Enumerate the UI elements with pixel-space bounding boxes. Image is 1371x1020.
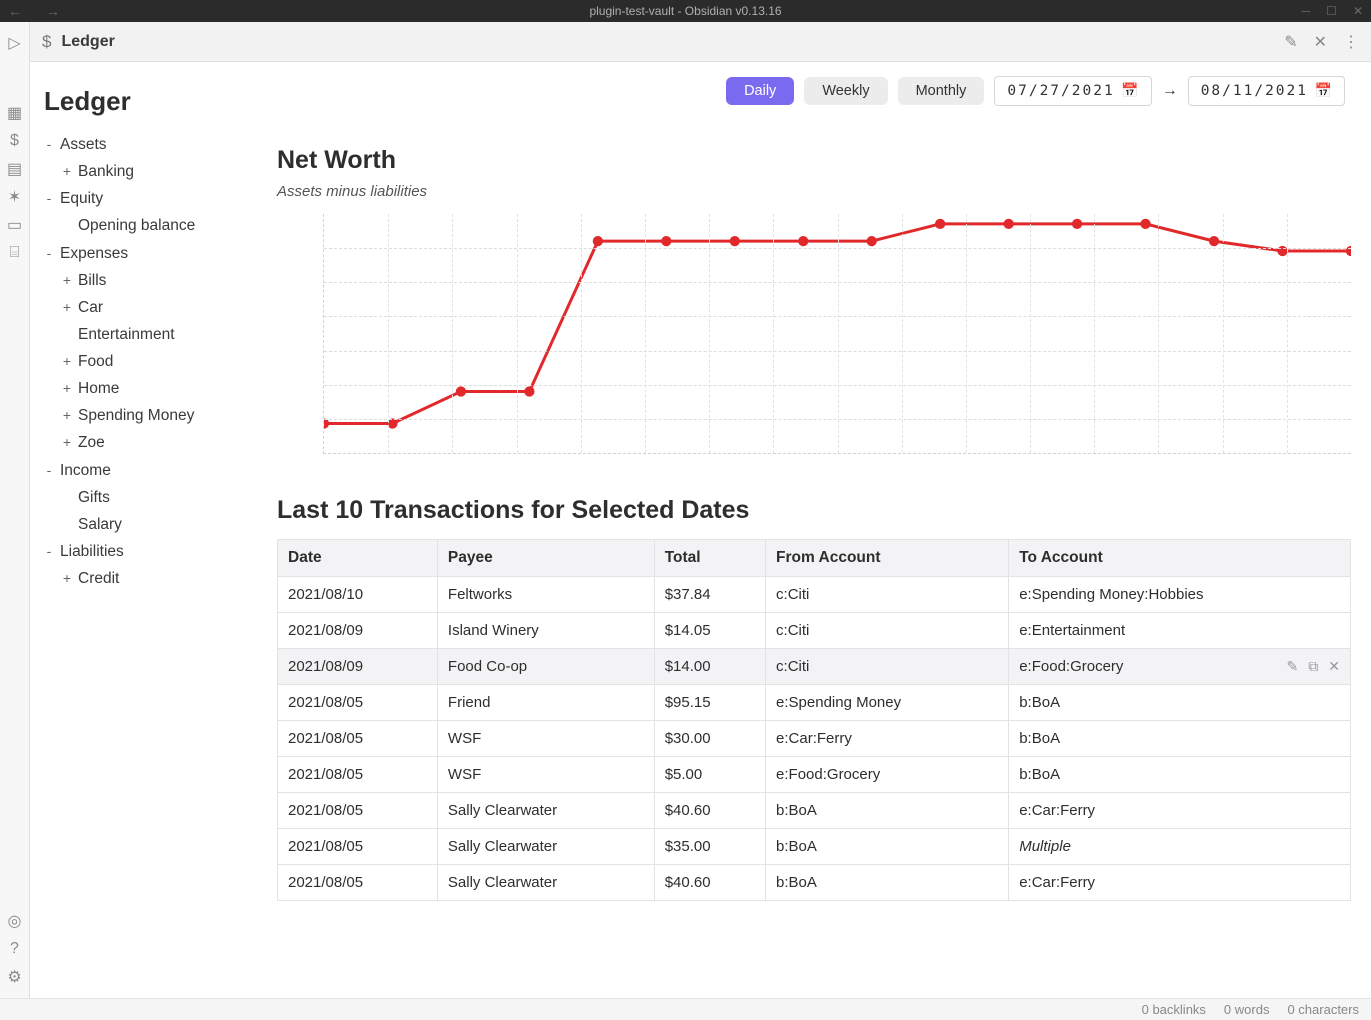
tree-toggle-icon[interactable]: + xyxy=(60,403,74,428)
col-total[interactable]: Total xyxy=(654,540,765,577)
account-sidebar: Ledger -Assets+Banking-EquityOpening bal… xyxy=(30,62,275,998)
settings-icon[interactable]: ⚙ xyxy=(2,964,28,990)
segment-monthly[interactable]: Monthly xyxy=(898,77,985,105)
table-row[interactable]: 2021/08/09Island Winery$14.05c:Citie:Ent… xyxy=(278,613,1351,649)
window-close-icon[interactable]: ✕ xyxy=(1353,4,1363,18)
date-to-input[interactable]: 08/11/2021 📅 xyxy=(1188,76,1345,106)
networth-chart xyxy=(323,214,1351,454)
edit-icon[interactable]: ✎ xyxy=(1284,32,1297,52)
maximize-icon[interactable]: ☐ xyxy=(1326,4,1337,18)
tree-node-assets[interactable]: Assets xyxy=(60,136,107,153)
archive-icon[interactable]: ▤ xyxy=(2,156,28,182)
tree-node-salary[interactable]: Salary xyxy=(78,516,122,533)
tree-node-equity[interactable]: Equity xyxy=(60,190,103,207)
nav-forward-icon[interactable]: → xyxy=(46,3,60,19)
tree-toggle-icon[interactable]: - xyxy=(42,458,56,483)
tree-node-entertainment[interactable]: Entertainment xyxy=(78,326,175,343)
tree-toggle-icon[interactable]: + xyxy=(60,295,74,320)
tree-node-banking[interactable]: Banking xyxy=(78,163,134,180)
nav-back-icon[interactable]: ← xyxy=(8,3,22,19)
table-row[interactable]: 2021/08/05WSF$5.00e:Food:Groceryb:BoA xyxy=(278,757,1351,793)
table-row[interactable]: 2021/08/09Food Co-op$14.00c:Citie:Food:G… xyxy=(278,649,1351,685)
table-icon[interactable]: ▦ xyxy=(2,100,28,126)
networth-title: Net Worth xyxy=(277,146,1353,175)
tree-toggle-icon[interactable]: + xyxy=(60,566,74,591)
date-arrow-icon: → xyxy=(1162,82,1178,100)
transactions-title: Last 10 Transactions for Selected Dates xyxy=(277,496,1353,525)
row-copy-icon[interactable]: ⧉ xyxy=(1308,658,1318,675)
tree-node-income[interactable]: Income xyxy=(60,462,111,479)
col-payee[interactable]: Payee xyxy=(437,540,654,577)
tree-toggle-icon[interactable]: + xyxy=(60,376,74,401)
tab-header: $ Ledger ✎ ✕ ⋮ xyxy=(30,22,1371,62)
controls-row: Daily Weekly Monthly 07/27/2021 📅 → 08/11/… xyxy=(275,70,1353,118)
col-date[interactable]: Date xyxy=(278,540,438,577)
main-content: Daily Weekly Monthly 07/27/2021 📅 → 08/11/… xyxy=(275,62,1371,998)
table-row[interactable]: 2021/08/05Friend$95.15e:Spending Moneyb:… xyxy=(278,685,1351,721)
date-from-input[interactable]: 07/27/2021 📅 xyxy=(994,76,1151,106)
tree-node-car[interactable]: Car xyxy=(78,299,103,316)
close-icon[interactable]: ✕ xyxy=(1314,32,1327,52)
status-words: 0 words xyxy=(1224,1002,1270,1017)
tree-toggle-icon[interactable]: + xyxy=(60,349,74,374)
tree-toggle-icon[interactable]: + xyxy=(60,430,74,455)
tree-node-credit[interactable]: Credit xyxy=(78,570,119,587)
statusbar: 0 backlinks 0 words 0 characters xyxy=(0,998,1371,1020)
col-from-account[interactable]: From Account xyxy=(766,540,1009,577)
wallet-icon[interactable]: ▭ xyxy=(2,212,28,238)
calendar-icon[interactable]: 📅 xyxy=(1121,83,1140,99)
status-chars: 0 characters xyxy=(1287,1002,1359,1017)
period-selector: Daily Weekly Monthly xyxy=(726,77,984,105)
window-title: plugin-test-vault - Obsidian v0.13.16 xyxy=(589,4,781,18)
table-row[interactable]: 2021/08/05Sally Clearwater$40.60b:BoAe:C… xyxy=(278,865,1351,901)
minimize-icon[interactable]: ─ xyxy=(1302,4,1311,18)
calendar-icon[interactable]: 📅 xyxy=(1315,83,1334,99)
segment-daily[interactable]: Daily xyxy=(726,77,794,105)
status-backlinks[interactable]: 0 backlinks xyxy=(1142,1002,1206,1017)
tree-node-spending-money[interactable]: Spending Money xyxy=(78,407,194,424)
row-delete-icon[interactable]: ✕ xyxy=(1328,658,1340,675)
tree-node-zoe[interactable]: Zoe xyxy=(78,434,105,451)
chart-icon[interactable]: ⌸ xyxy=(2,240,28,266)
networth-subtitle: Assets minus liabilities xyxy=(277,183,1353,200)
tree-node-gifts[interactable]: Gifts xyxy=(78,489,110,506)
tree-toggle-icon[interactable]: - xyxy=(42,186,56,211)
titlebar: ← → plugin-test-vault - Obsidian v0.13.1… xyxy=(0,0,1371,22)
graph-icon[interactable]: ✶ xyxy=(2,184,28,210)
expand-sidebar-icon[interactable]: ▷ xyxy=(2,30,28,56)
more-icon[interactable]: ⋮ xyxy=(1343,32,1359,52)
table-row[interactable]: 2021/08/10Feltworks$37.84c:Citie:Spendin… xyxy=(278,577,1351,613)
tree-node-opening-balance[interactable]: Opening balance xyxy=(78,217,195,234)
tree-toggle-icon[interactable]: - xyxy=(42,132,56,157)
table-row[interactable]: 2021/08/05Sally Clearwater$35.00b:BoAMul… xyxy=(278,829,1351,865)
col-to-account[interactable]: To Account xyxy=(1009,540,1351,577)
tree-node-food[interactable]: Food xyxy=(78,353,113,370)
tree-node-liabilities[interactable]: Liabilities xyxy=(60,543,124,560)
tree-toggle-icon[interactable]: - xyxy=(42,539,56,564)
sidebar-heading: Ledger xyxy=(44,86,263,117)
capture-icon[interactable]: ◎ xyxy=(2,908,28,934)
table-row[interactable]: 2021/08/05WSF$30.00e:Car:Ferryb:BoA xyxy=(278,721,1351,757)
tree-node-expenses[interactable]: Expenses xyxy=(60,245,128,262)
tree-node-bills[interactable]: Bills xyxy=(78,272,106,289)
tab-title: Ledger xyxy=(61,33,114,51)
tree-node-home[interactable]: Home xyxy=(78,380,119,397)
left-ribbon: ▷ ▦ $ ▤ ✶ ▭ ⌸ ◎ ? ⚙ xyxy=(0,22,30,998)
help-icon[interactable]: ? xyxy=(2,936,28,962)
tab-ledger-icon: $ xyxy=(42,32,51,52)
tree-toggle-icon[interactable]: + xyxy=(60,159,74,184)
tree-toggle-icon[interactable]: + xyxy=(60,268,74,293)
segment-weekly[interactable]: Weekly xyxy=(804,77,887,105)
ledger-icon[interactable]: $ xyxy=(2,128,28,154)
row-edit-icon[interactable]: ✎ xyxy=(1287,658,1299,675)
transactions-table: DatePayeeTotalFrom AccountTo Account 202… xyxy=(277,539,1351,901)
tree-toggle-icon[interactable]: - xyxy=(42,241,56,266)
table-row[interactable]: 2021/08/05Sally Clearwater$40.60b:BoAe:C… xyxy=(278,793,1351,829)
